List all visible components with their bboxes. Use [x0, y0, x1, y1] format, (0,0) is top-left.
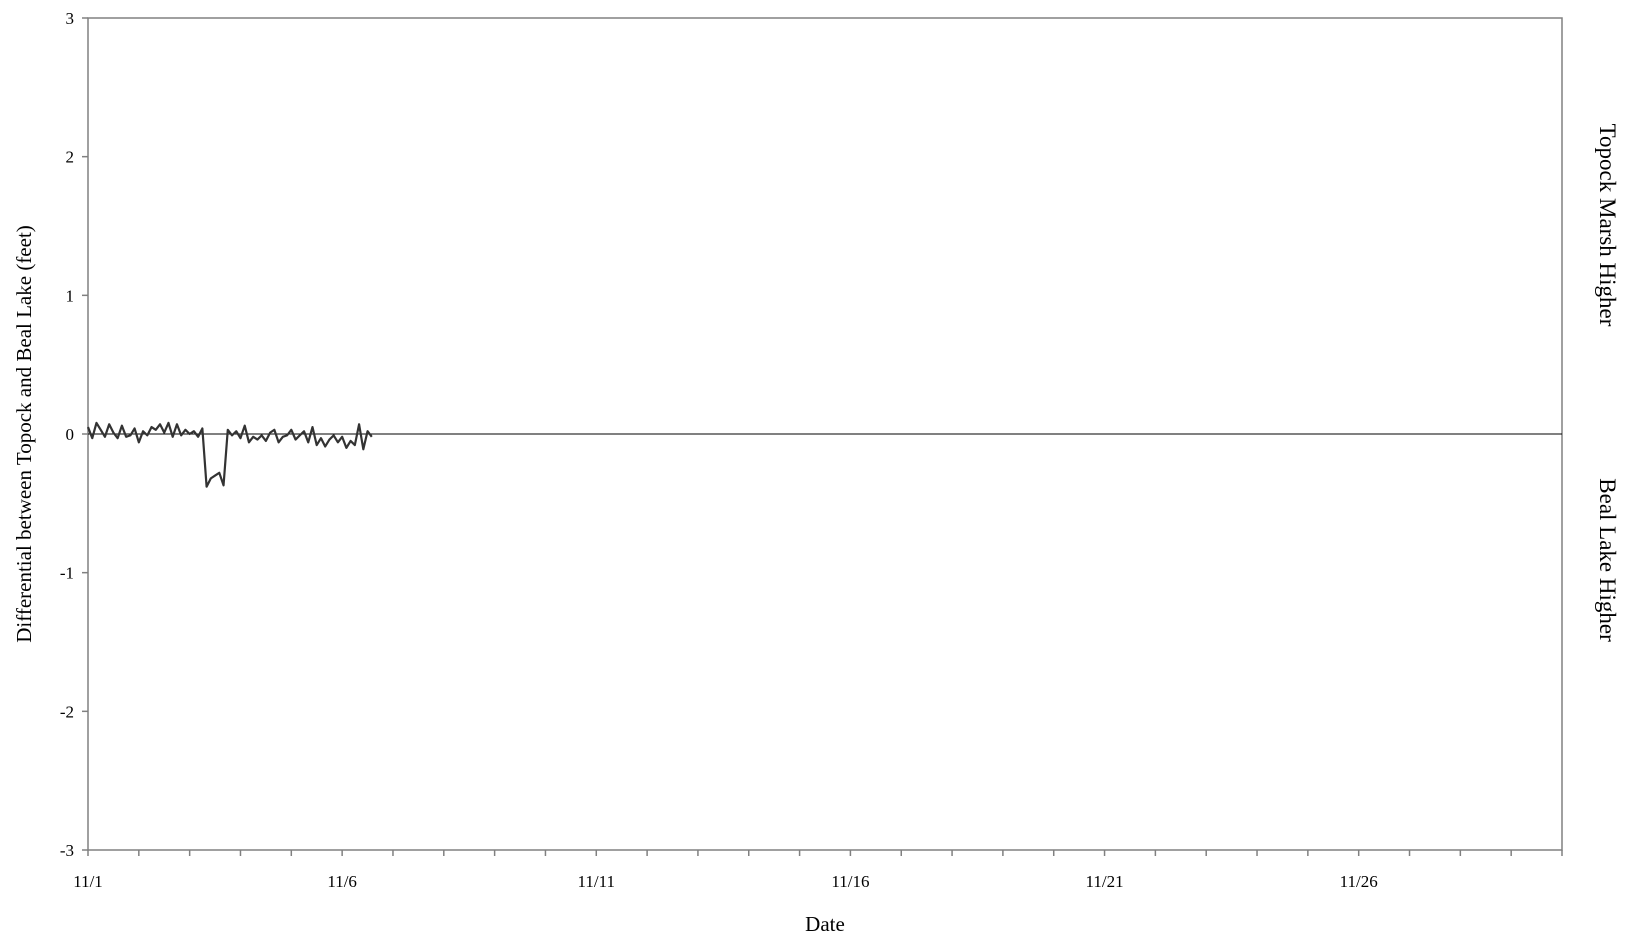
upper-region-label: Topock Marsh Higher	[1595, 124, 1620, 327]
y-tick-label: 2	[66, 148, 75, 167]
y-axis-ticks: 3 2 1 0 -1 -2 -3	[60, 9, 88, 860]
x-axis-title: Date	[805, 912, 845, 936]
y-tick-label: -2	[60, 702, 74, 721]
x-tick-label: 11/6	[327, 872, 357, 891]
x-tick-label: 11/1	[73, 872, 103, 891]
y-tick-label: 0	[66, 425, 75, 444]
y-axis-title: Differential between Topock and Beal Lak…	[12, 225, 36, 643]
y-tick-label: 1	[66, 286, 75, 305]
y-tick-label: 3	[66, 9, 75, 28]
series-line-0	[86, 421, 373, 488]
lower-region-label: Beal Lake Higher	[1595, 478, 1620, 642]
x-tick-label: 11/26	[1340, 872, 1378, 891]
x-tick-label: 11/16	[831, 872, 869, 891]
series-group	[86, 421, 373, 488]
x-tick-label: 11/21	[1086, 872, 1124, 891]
x-axis-ticks: 11/1 11/6 11/11 11/16 11/21 11/26	[73, 850, 1563, 891]
y-tick-label: -3	[60, 841, 74, 860]
y-tick-label: -1	[60, 564, 74, 583]
x-tick-label: 11/11	[578, 872, 615, 891]
plot-area: 3 2 1 0 -1 -2 -3 11/1 11/6 11/11 11/16 11/21 11/26	[60, 9, 1563, 891]
